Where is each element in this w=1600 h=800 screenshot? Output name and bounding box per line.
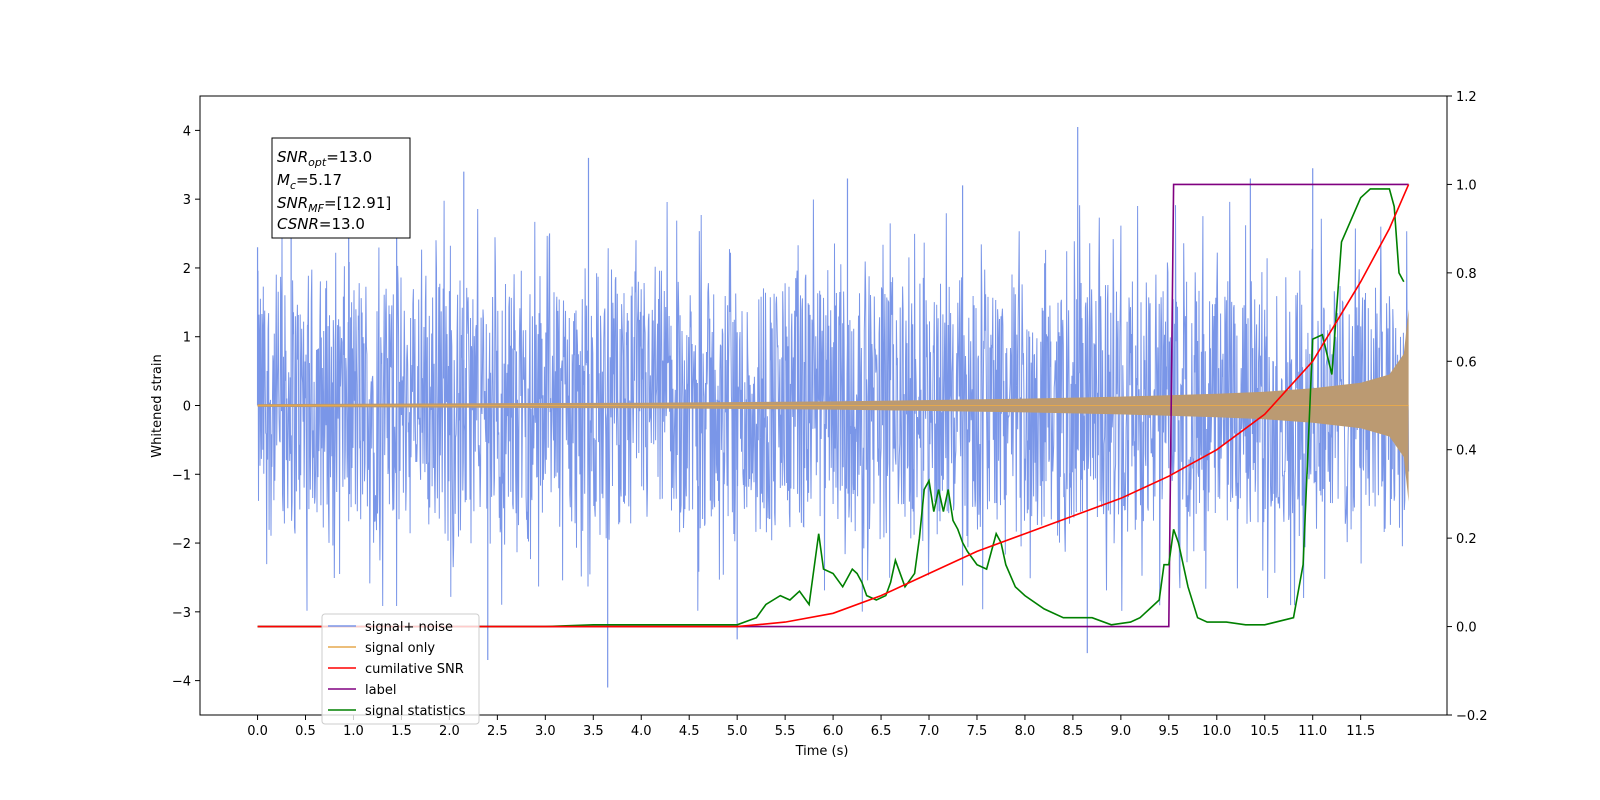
y-right-tick-label: 0.2 [1456, 532, 1477, 547]
y-right-tick-label: 0.0 [1456, 621, 1477, 636]
signal-statistics-line [257, 188, 1405, 628]
y-axis-right-ticks: 1.2 1.0 0.8 0.6 0.4 0.2 0.0 −0.2 [1447, 90, 1488, 724]
svg-text:SNRopt=13.0: SNRopt=13.0 [277, 148, 372, 169]
x-tick-label: 9.0 [1111, 724, 1132, 739]
y-right-tick-label: 0.8 [1456, 267, 1477, 282]
x-tick-label: 8.5 [1063, 724, 1084, 739]
legend-label-signal-statistics: signal statistics [365, 704, 466, 719]
signal-only-layer [257, 309, 1409, 502]
x-tick-label: 6.0 [823, 724, 844, 739]
y-left-tick-label: 2 [183, 262, 191, 277]
y-left-tick-label: 4 [183, 124, 191, 139]
y-left-tick-label: 0 [183, 400, 191, 415]
x-axis-label: Time (s) [795, 744, 849, 759]
svg-text:CSNR=13.0: CSNR=13.0 [277, 215, 365, 233]
x-tick-label: 11.5 [1346, 724, 1375, 739]
legend: signal+ noise signal only cumilative SNR… [321, 613, 480, 725]
svg-text:SNRMF=[12.91]: SNRMF=[12.91] [277, 194, 391, 215]
y-right-tick-label: −0.2 [1456, 709, 1488, 724]
series-lines [257, 183, 1410, 628]
y-left-tick-label: −3 [172, 606, 191, 621]
y-axis-left-ticks: 4 3 2 1 0 −1 −2 −3 −4 [172, 124, 200, 690]
x-tick-label: 1.5 [391, 724, 412, 739]
x-tick-label: 1.0 [343, 724, 364, 739]
x-tick-label: 2.5 [487, 724, 508, 739]
x-tick-label: 7.5 [967, 724, 988, 739]
x-tick-label: 5.0 [727, 724, 748, 739]
info-snr-mf: [12.91] [337, 194, 392, 212]
y-axis-label: Whitened strain [150, 354, 165, 457]
x-axis-ticks: 0.0 0.5 1.0 1.5 2.0 2.5 3.0 3.5 4.0 4.5 5.0 5.5 6.0 6… [247, 715, 1375, 739]
x-tick-label: 10.5 [1250, 724, 1279, 739]
info-csnr: 13.0 [332, 215, 365, 233]
cumulative-snr-line [257, 184, 1410, 628]
svg-text:Mc=5.17: Mc=5.17 [277, 171, 342, 192]
y-right-tick-label: 1.2 [1456, 90, 1477, 105]
x-tick-label: 0.0 [247, 724, 268, 739]
info-mc: 5.17 [309, 171, 342, 189]
y-left-tick-label: 3 [183, 193, 191, 208]
y-right-tick-label: 1.0 [1456, 178, 1477, 193]
y-right-tick-label: 0.4 [1456, 444, 1477, 459]
y-left-tick-label: 1 [183, 331, 191, 346]
y-left-tick-label: −1 [172, 468, 191, 483]
info-box: SNRopt=13.0 Mc=5.17 SNRMF=[12.91] CSNR=1… [271, 137, 411, 239]
legend-label-signal-only: signal only [365, 641, 435, 656]
x-tick-label: 3.0 [535, 724, 556, 739]
x-tick-label: 8.0 [1015, 724, 1036, 739]
legend-label-label: label [365, 683, 396, 698]
x-tick-label: 9.5 [1158, 724, 1179, 739]
y-right-tick-label: 0.6 [1456, 355, 1477, 370]
signal-noise-layer [256, 126, 1410, 688]
x-tick-label: 5.5 [775, 724, 796, 739]
info-snr-opt: 13.0 [339, 148, 372, 166]
x-tick-label: 3.5 [583, 724, 604, 739]
x-tick-label: 4.5 [679, 724, 700, 739]
x-tick-label: 7.0 [919, 724, 940, 739]
x-tick-label: 10.0 [1202, 724, 1231, 739]
x-tick-label: 6.5 [871, 724, 892, 739]
x-tick-label: 11.0 [1298, 724, 1327, 739]
y-left-tick-label: −2 [172, 537, 191, 552]
x-tick-label: 4.0 [631, 724, 652, 739]
legend-label-signal-noise: signal+ noise [365, 620, 453, 635]
x-tick-label: 2.0 [439, 724, 460, 739]
x-tick-label: 0.5 [295, 724, 316, 739]
signal-noise-line [257, 199, 1410, 612]
y-left-tick-label: −4 [172, 675, 191, 690]
legend-label-cumulative-snr: cumilative SNR [365, 662, 464, 677]
